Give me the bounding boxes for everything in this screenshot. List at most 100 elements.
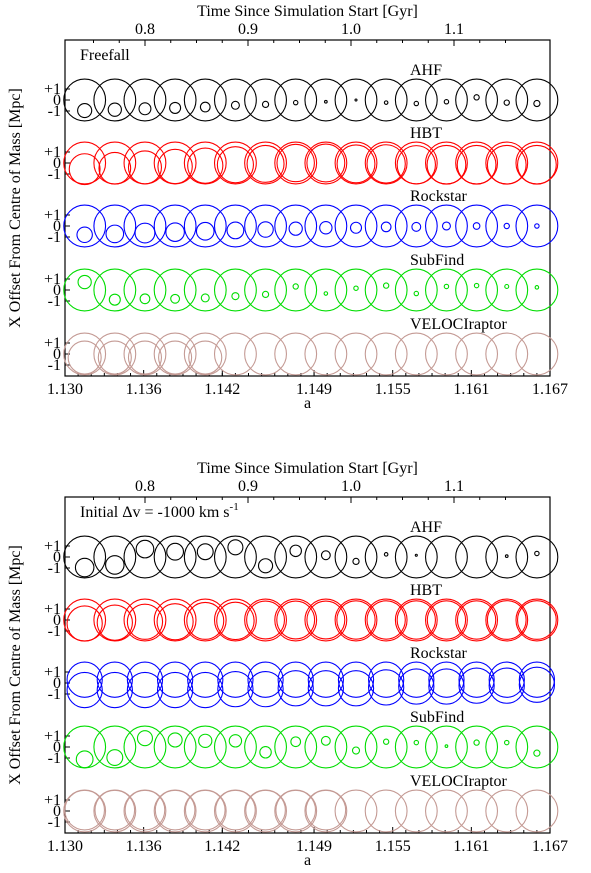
subhalo-marker (261, 100, 270, 109)
y-tick-label: +1 (44, 601, 61, 618)
host-halo-marker (307, 661, 345, 698)
host-halo-marker (334, 332, 378, 376)
subhalo-marker (413, 290, 420, 297)
host-halo-marker (93, 204, 137, 248)
subhalo-marker (320, 550, 331, 561)
subhalo-marker (486, 600, 527, 640)
host-halo-marker (213, 725, 257, 769)
host-halo-marker (455, 535, 499, 579)
bottom-tick-label: 1.142 (204, 381, 240, 398)
host-halo-marker (63, 268, 107, 312)
host-halo-marker (213, 332, 257, 376)
subhalo-marker (134, 222, 156, 244)
host-halo-marker (424, 268, 468, 312)
subhalo-marker (245, 789, 286, 831)
subhalo-marker (106, 749, 124, 767)
host-halo-marker (515, 789, 559, 833)
y-tick-label: -1 (48, 686, 61, 703)
subhalo-marker (366, 600, 406, 640)
subhalo-marker (503, 739, 510, 746)
subhalo-marker (76, 226, 93, 244)
top-axis-label: Time Since Simulation Start [Gyr] (197, 3, 418, 20)
host-halo-marker (455, 725, 499, 769)
host-halo-marker (123, 332, 167, 376)
subhalo-marker (74, 557, 95, 578)
subhalo-marker (441, 221, 451, 231)
subhalo-marker (187, 671, 224, 709)
y-tick-label: +1 (44, 538, 61, 555)
host-halo-marker (455, 598, 499, 642)
host-halo-marker (66, 661, 103, 698)
host-halo-marker (274, 204, 318, 248)
host-halo-marker (213, 535, 257, 579)
subhalo-marker (288, 221, 303, 236)
subhalo-marker (366, 144, 406, 184)
host-halo-marker (213, 78, 257, 122)
bottom-tick-label: 1.130 (47, 838, 83, 855)
host-halo-marker (244, 204, 288, 248)
host-halo-marker (515, 78, 559, 122)
subhalo-marker (276, 143, 315, 183)
y-tick-label: +1 (44, 664, 61, 681)
subhalo-marker (307, 670, 345, 707)
top-tick-label: 0.8 (135, 21, 155, 38)
y-tick-label: 0 (53, 739, 61, 756)
host-halo-marker (334, 78, 378, 122)
subhalo-marker (473, 282, 480, 289)
top-tick-label: 0.9 (238, 478, 258, 495)
series-rockstar: +10-1 Rockstar (44, 188, 559, 248)
host-halo-marker (364, 332, 408, 376)
subhalo-marker (383, 100, 389, 105)
subhalo-marker (275, 789, 317, 831)
host-halo-marker (334, 204, 378, 248)
host-halo-marker (153, 268, 197, 312)
host-halo-marker (304, 141, 348, 185)
subhalo-marker (323, 99, 328, 104)
host-halo-marker (304, 598, 348, 642)
host-halo-marker (364, 78, 408, 122)
top-axis-label: Time Since Simulation Start [Gyr] (197, 460, 418, 477)
series-ahf: +10-1 AHF (44, 62, 559, 122)
subhalo-marker (354, 98, 358, 102)
series-subfind: +10-1 SubFind (44, 252, 559, 312)
y-tick-label: +1 (44, 81, 61, 98)
subhalo-marker (186, 601, 225, 640)
subhalo-marker (157, 148, 193, 185)
host-halo-marker (247, 661, 284, 698)
y-tick-label: -1 (48, 103, 61, 120)
host-halo-marker (63, 535, 107, 579)
subhalo-marker (533, 99, 541, 108)
subhalo-marker (216, 146, 254, 184)
host-halo-marker (424, 598, 468, 642)
subhalo-marker (292, 99, 299, 106)
host-halo-marker (183, 78, 227, 122)
host-halo-marker (485, 789, 529, 833)
host-halo-marker (394, 598, 438, 642)
subhalo-marker (414, 553, 418, 557)
subhalo-marker (351, 746, 361, 755)
series-hbt: +10-1 HBT (44, 125, 559, 186)
y-tick-label: +1 (44, 271, 61, 288)
subhalo-marker (126, 603, 164, 640)
subhalo-marker (290, 736, 302, 748)
subhalo-marker (383, 552, 389, 557)
host-halo-marker (183, 141, 227, 185)
panel-annotation: Initial Δv = -1000 km s-1 (80, 501, 239, 521)
subhalo-marker (261, 290, 270, 299)
subhalo-marker (516, 600, 557, 640)
subhalo-marker (156, 603, 194, 641)
host-halo-marker (93, 598, 137, 642)
host-halo-marker (334, 789, 378, 833)
series-label: AHF (410, 62, 442, 79)
subhalo-marker (472, 222, 481, 230)
subhalo-marker (516, 144, 557, 185)
subhalo-marker (98, 151, 132, 185)
subhalo-marker (158, 340, 193, 375)
y-tick-label: +1 (44, 792, 61, 809)
host-halo-marker (428, 661, 465, 698)
host-halo-marker (274, 725, 318, 769)
host-halo-marker (455, 332, 499, 376)
host-halo-marker (455, 78, 499, 122)
host-halo-marker (485, 78, 529, 122)
host-halo-marker (424, 78, 468, 122)
